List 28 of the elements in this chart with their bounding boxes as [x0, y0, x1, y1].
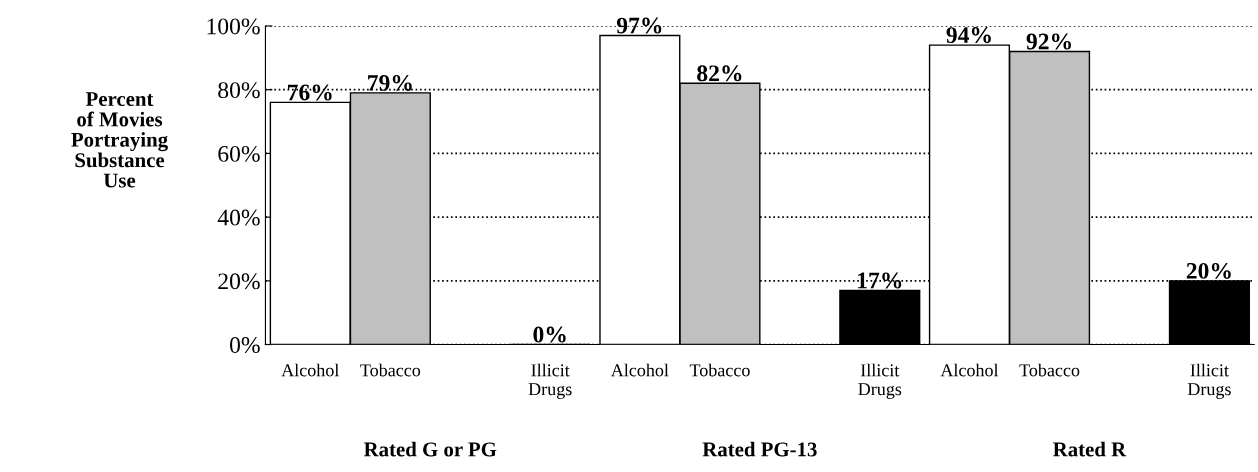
text: Illicit Drugs: [1187, 363, 1231, 399]
text: 17%: [858, 272, 902, 289]
x-tick-label: Rated G or PG: [363, 441, 497, 457]
series-label: Tobacco: [360, 363, 421, 377]
text: 82%: [697, 65, 742, 82]
x-tick-label: Rated R: [1053, 441, 1127, 457]
y-tick-label: 40%: [217, 209, 260, 226]
text: 94%: [946, 27, 991, 44]
y-tick-label: 80%: [218, 82, 260, 99]
text: Illicit Drugs: [858, 363, 902, 399]
series-label: Illicit Drugs: [528, 363, 572, 399]
text: 97%: [616, 17, 662, 34]
text: 0%: [533, 326, 566, 343]
text: Alcohol: [940, 363, 999, 377]
y-tick-label: 20%: [218, 273, 260, 290]
y-tick-label: 100%: [207, 18, 260, 35]
text: 76%: [288, 84, 332, 101]
text: Tobacco: [689, 363, 750, 377]
y-tick-label: 0%: [230, 337, 260, 354]
text: 79%: [368, 74, 412, 91]
text: 20%: [1186, 262, 1231, 279]
y-axis-title: Percent of Movies Portraying Substance Use: [71, 92, 168, 188]
text: Alcohol: [610, 363, 669, 377]
text: 92%: [1026, 33, 1071, 50]
y-tick-label: 60%: [218, 145, 260, 162]
x-tick-label: Rated PG-13: [702, 441, 817, 457]
series-label: Alcohol: [281, 363, 339, 377]
text: Tobacco: [1019, 363, 1080, 377]
